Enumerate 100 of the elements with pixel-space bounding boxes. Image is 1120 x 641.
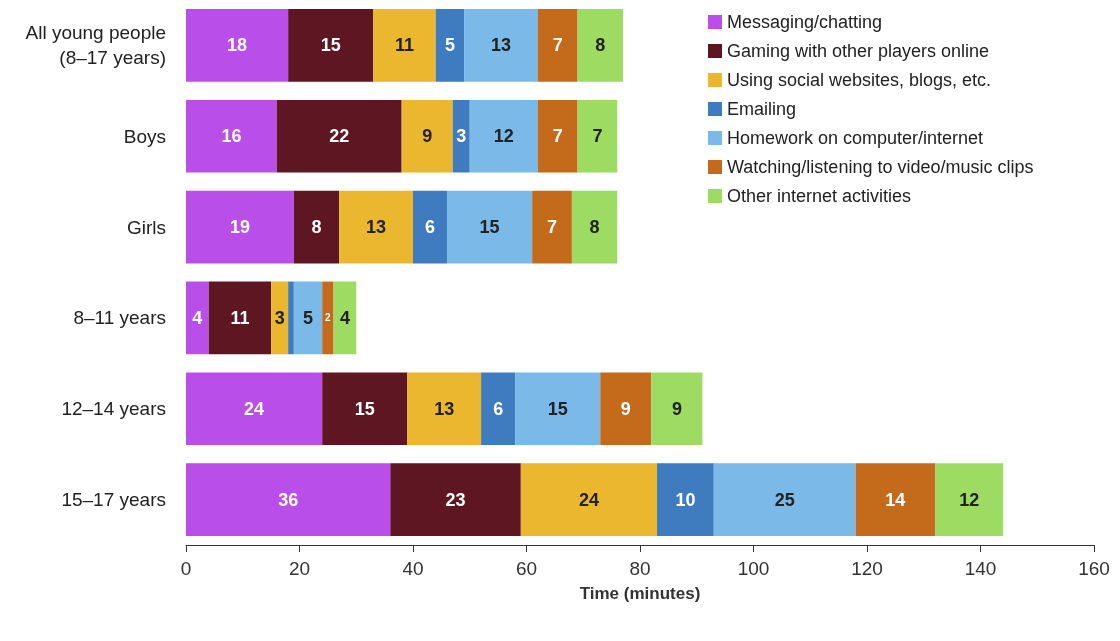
y-tick-label: 15–17 years [61, 489, 166, 511]
bar [339, 190, 413, 264]
y-tick-label: Girls [126, 216, 166, 238]
data-label: 13 [490, 35, 511, 56]
data-label: 6 [493, 398, 504, 419]
data-label: 22 [329, 126, 350, 147]
data-label: 23 [445, 489, 466, 510]
legend-label: Emailing [727, 99, 797, 119]
y-tick-label: 12–14 years [61, 398, 166, 420]
bar [577, 9, 623, 82]
data-label: 7 [552, 126, 563, 147]
bar [515, 372, 601, 446]
bar [464, 9, 538, 82]
data-label: 9 [620, 398, 631, 419]
x-axis-title: Time (minutes) [579, 584, 701, 603]
bar [322, 372, 408, 446]
bar [186, 9, 289, 82]
bar [186, 99, 277, 173]
data-label: 5 [444, 35, 455, 56]
x-tick-label: 160 [1078, 558, 1110, 579]
bar [271, 281, 289, 355]
data-label: 36 [278, 489, 299, 510]
data-label: 24 [244, 398, 265, 419]
bar [481, 372, 516, 446]
data-label: 19 [229, 217, 250, 238]
legend-label: Other internet activities [727, 186, 912, 206]
data-label: 2 [325, 312, 332, 324]
bar [600, 372, 652, 446]
bar [435, 9, 465, 82]
x-tick-label: 0 [180, 558, 192, 579]
bar [935, 463, 1004, 536]
bar [571, 190, 618, 264]
data-label: 16 [221, 126, 242, 147]
bar [186, 463, 391, 536]
bar [537, 99, 578, 173]
x-tick-label: 100 [737, 558, 770, 579]
data-label: 15 [320, 35, 341, 56]
data-label: 13 [434, 398, 455, 419]
data-label: 10 [675, 489, 696, 510]
data-label: 8 [311, 217, 322, 238]
bar [452, 99, 470, 173]
legend-label: Gaming with other players online [727, 41, 990, 61]
data-label: 4 [339, 307, 350, 328]
y-tick-label: 8–11 years [73, 307, 166, 329]
bar [333, 281, 357, 355]
legend-label: Homework on computer/internet [727, 128, 984, 148]
bar [208, 281, 272, 355]
data-label: 6 [425, 217, 436, 238]
bar [186, 281, 209, 355]
bar [532, 190, 572, 264]
bar [288, 281, 294, 355]
data-label: 12 [493, 126, 514, 147]
bar [855, 463, 936, 536]
bar [401, 99, 453, 173]
bar [293, 281, 323, 355]
data-label: 11 [230, 307, 250, 328]
legend-label: Messaging/chatting [727, 12, 883, 32]
y-tick-label: All young people (8–17 years) [25, 22, 166, 69]
y-tick-label: Boys [123, 125, 166, 147]
bar [413, 190, 448, 264]
bar [373, 9, 436, 82]
x-tick-label: 20 [288, 558, 311, 579]
data-label: 11 [394, 35, 414, 56]
data-label: 8 [589, 217, 600, 238]
data-label: 8 [595, 35, 606, 56]
bar [276, 99, 402, 173]
data-label: 15 [479, 217, 500, 238]
bar [657, 463, 714, 536]
data-label: 7 [552, 35, 563, 56]
bar [577, 99, 618, 173]
data-label: 15 [547, 398, 568, 419]
x-tick-label: 40 [402, 558, 424, 579]
x-tick-label: 140 [964, 558, 997, 579]
data-label: 13 [366, 217, 387, 238]
data-label: 7 [547, 217, 558, 238]
bar [713, 463, 856, 536]
bar [322, 281, 334, 355]
data-label: 9 [671, 398, 682, 419]
bar [651, 372, 703, 446]
bar [186, 190, 294, 264]
x-tick-label: 80 [629, 558, 651, 579]
data-label: 7 [592, 126, 603, 147]
x-tick-label: 120 [851, 558, 883, 579]
data-label: 3 [274, 307, 285, 328]
bar [447, 190, 533, 264]
data-label: 5 [303, 307, 314, 328]
data-label: 24 [578, 489, 599, 510]
data-label: 18 [227, 35, 248, 56]
bar [520, 463, 658, 536]
data-label: 14 [885, 489, 906, 510]
legend-label: Using social websites, blogs, etc. [727, 70, 992, 90]
data-label: 3 [456, 126, 467, 147]
data-label: 9 [422, 126, 433, 147]
bar [407, 372, 482, 446]
bar [186, 372, 323, 446]
data-label: 4 [192, 307, 203, 328]
bar [390, 463, 521, 536]
bar [537, 9, 578, 82]
data-label: 15 [354, 398, 375, 419]
bar [469, 99, 538, 173]
